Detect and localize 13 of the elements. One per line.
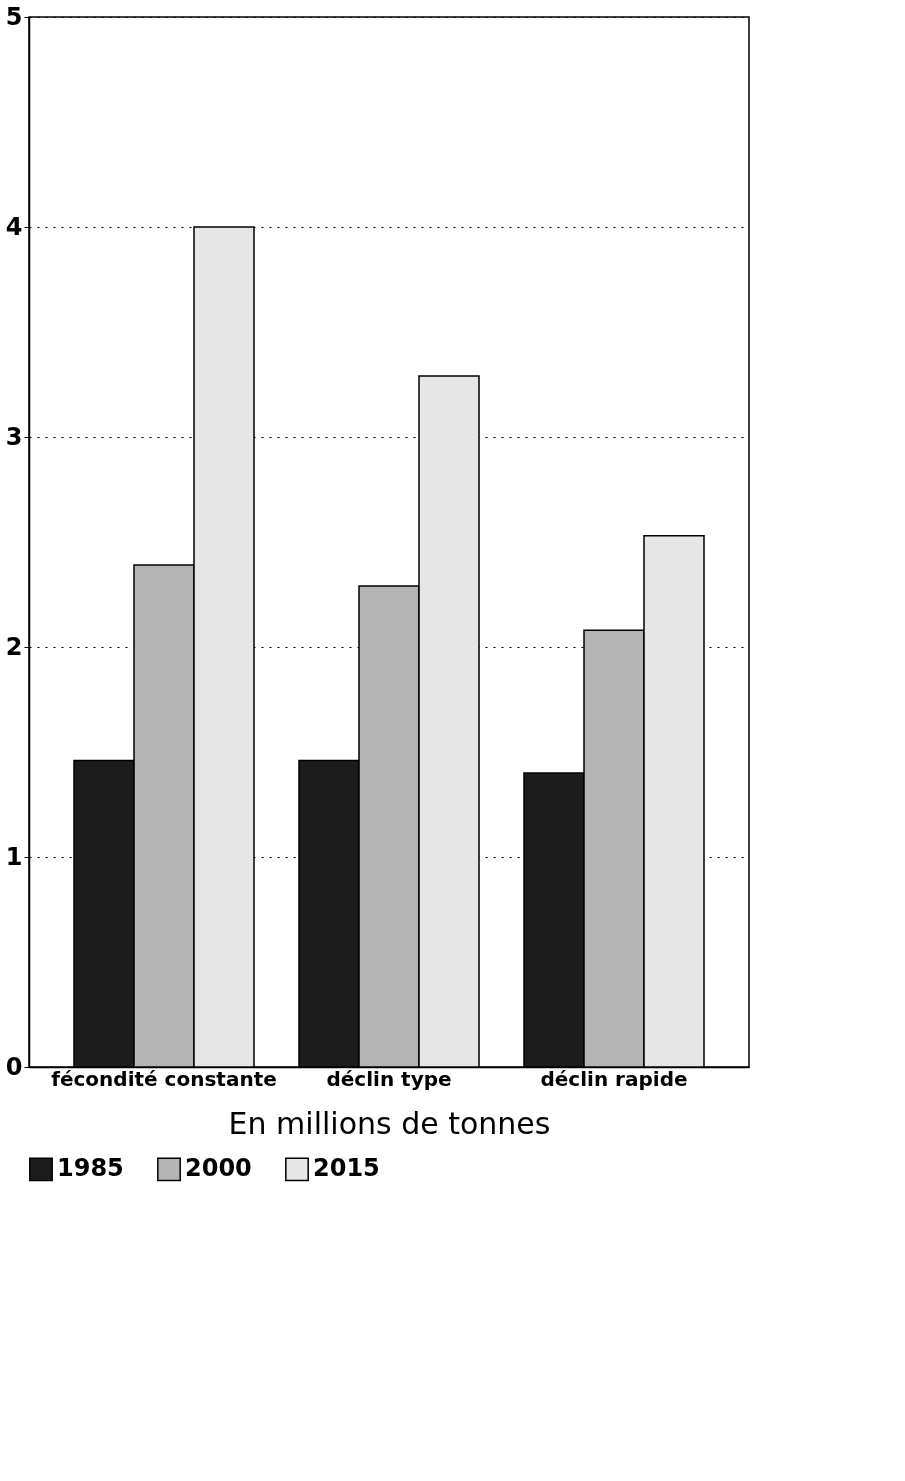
y-tick-label: 5 [5,2,23,31]
x-axis-title: En millions de tonnes [228,1105,551,1141]
x-tick-label: déclin rapide [540,1066,688,1091]
y-tick-label: 0 [5,1052,23,1081]
x-tick-label: déclin type [326,1066,452,1091]
legend-label: 2000 [185,1154,252,1183]
y-tick-label: 2 [5,632,23,661]
legend-label: 1985 [57,1154,124,1183]
y-tick-label: 3 [5,422,23,451]
x-tick-label: fécondité constante [51,1066,277,1091]
legend-label: 2015 [313,1154,380,1183]
y-tick-label: 1 [5,842,23,871]
y-tick-label: 4 [5,212,23,241]
